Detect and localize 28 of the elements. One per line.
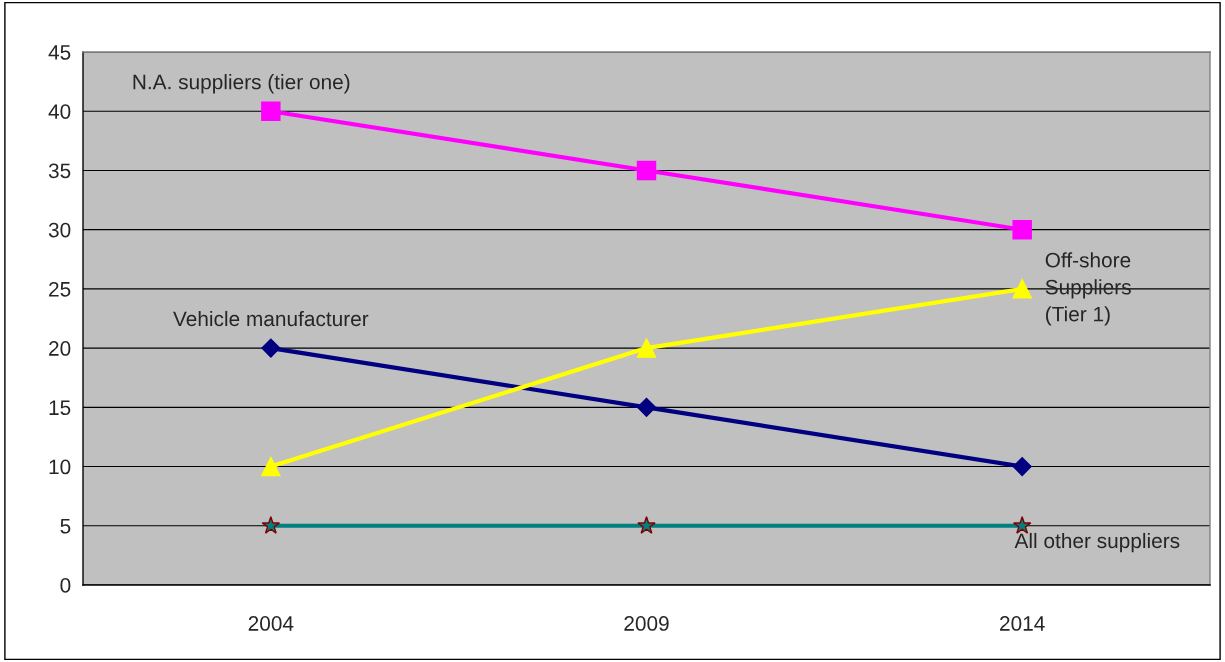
point xyxy=(1012,279,1032,299)
y-tick-label: 20 xyxy=(49,341,71,356)
point xyxy=(636,338,657,358)
y-tick-label: 15 xyxy=(49,400,71,416)
y-tick-label: 0 xyxy=(60,578,71,593)
point xyxy=(636,160,657,181)
point xyxy=(261,456,281,477)
point xyxy=(636,397,657,417)
series-label: All other suppliers xyxy=(1014,532,1180,553)
point xyxy=(1012,516,1032,534)
point xyxy=(261,516,281,534)
y-tick-label: 10 xyxy=(49,459,71,475)
series-label: Vehicle manufacturer xyxy=(173,310,369,327)
point xyxy=(1012,219,1032,240)
y-tick-label: 45 xyxy=(48,45,71,60)
point xyxy=(637,516,656,534)
y-tick-label: 25 xyxy=(49,281,71,297)
point xyxy=(1012,457,1032,477)
y-tick-label: 30 xyxy=(48,222,71,238)
series-label: N.A. suppliers (tier one) xyxy=(133,74,350,94)
y-tick-label: 40 xyxy=(48,104,71,119)
y-tick-label: 35 xyxy=(48,163,71,179)
x-tick-label: 2009 xyxy=(624,616,669,631)
x-tick-label: 2004 xyxy=(248,616,294,631)
x-tick-label: 2014 xyxy=(1000,616,1045,631)
point xyxy=(261,338,281,358)
point xyxy=(261,101,281,121)
y-tick-label: 5 xyxy=(60,518,71,534)
